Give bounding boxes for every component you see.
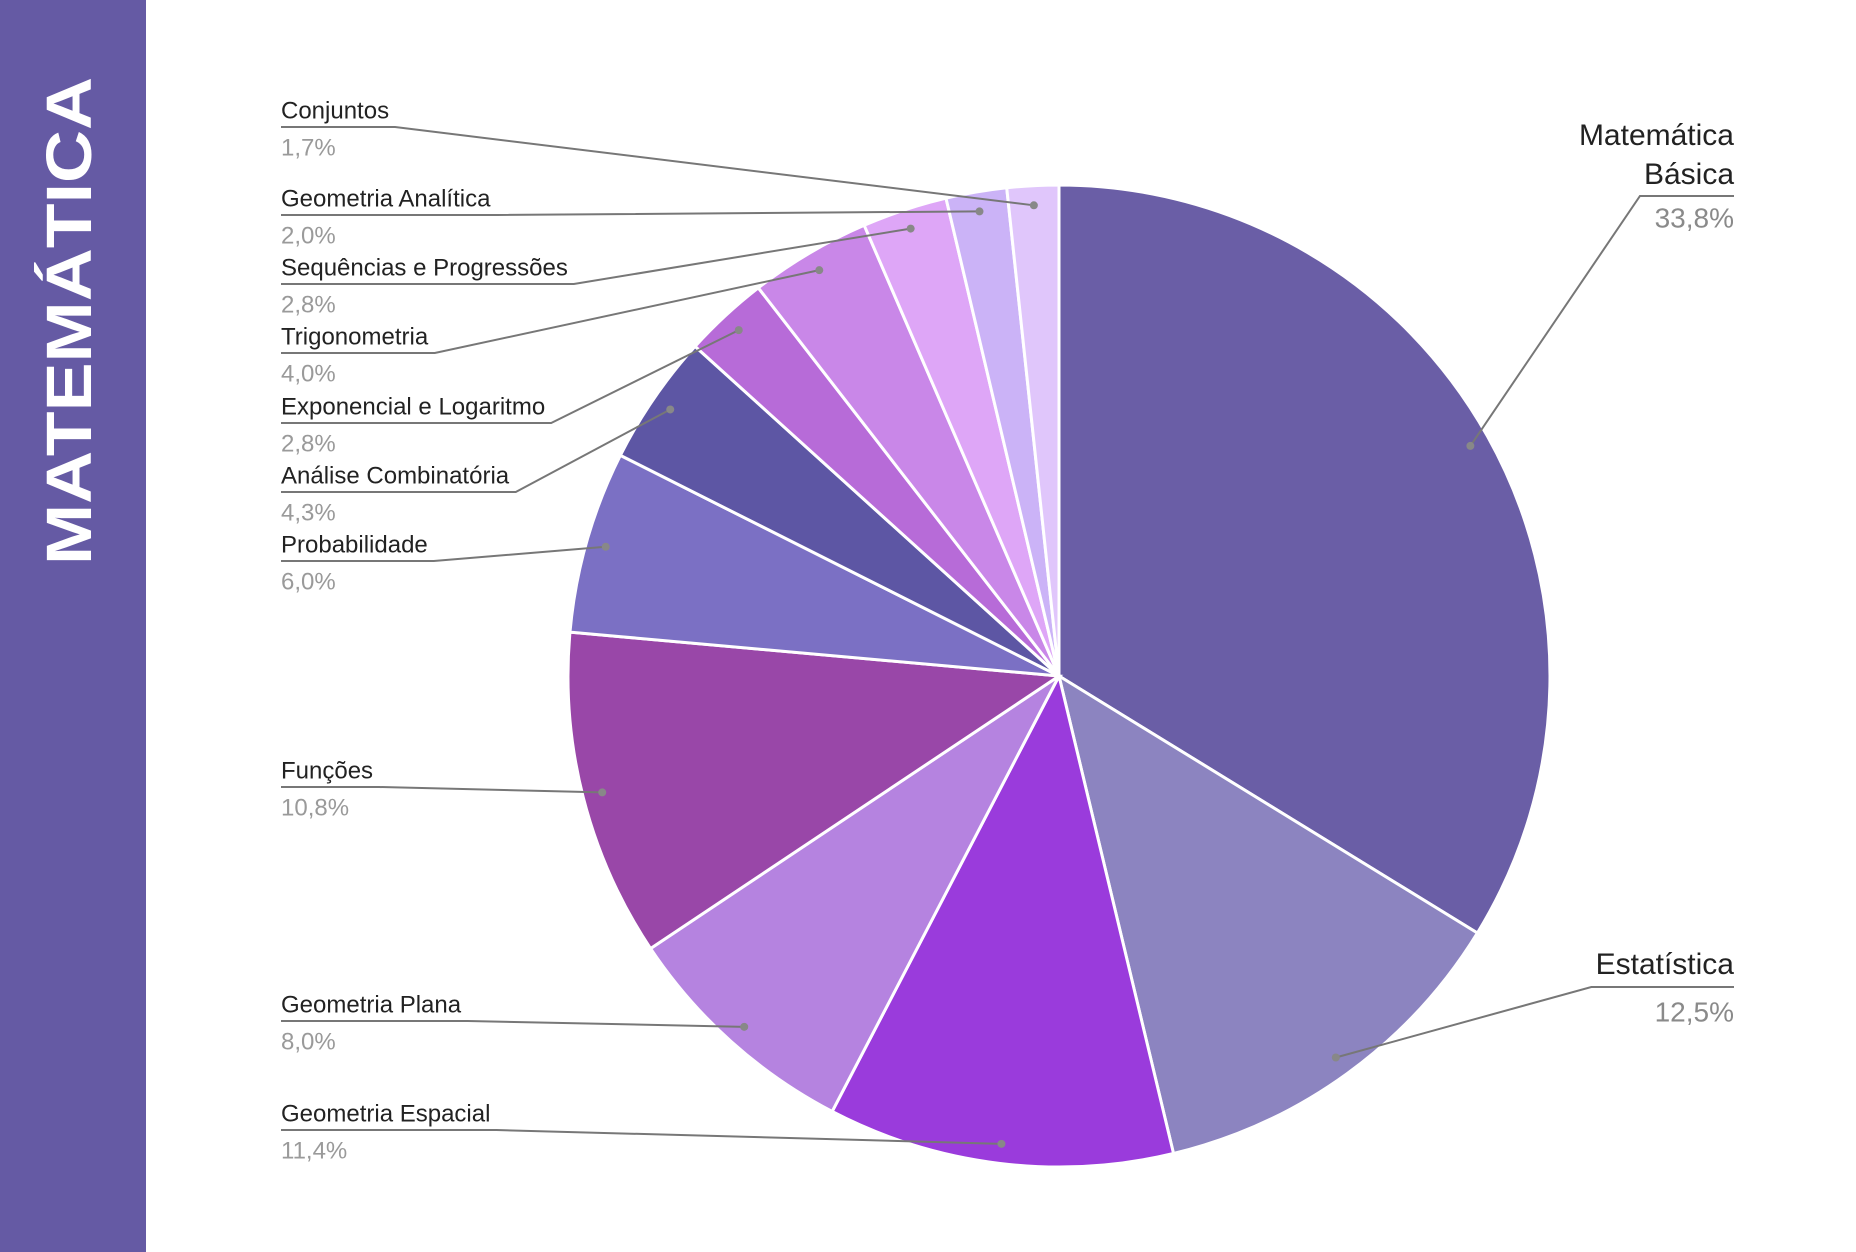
slice-label: Análise Combinatória <box>281 462 510 489</box>
leader-dot <box>975 207 984 216</box>
leader-line <box>281 210 980 216</box>
slice-label: Trigonometria <box>281 323 429 350</box>
pie-slice <box>1005 183 1061 677</box>
leader-line <box>281 786 603 794</box>
slice-value-label: 11,4% <box>281 1137 347 1164</box>
slice-label: Estatística <box>1596 948 1735 981</box>
slice-label: Geometria Espacial <box>281 1100 490 1127</box>
slice-value-label: 8,0% <box>281 1028 336 1055</box>
leader-line <box>281 1020 745 1028</box>
slice-value-label: 2,8% <box>281 430 336 457</box>
slice-label: Probabilidade <box>281 531 428 558</box>
slice-value-label: 1,7% <box>281 134 336 161</box>
pie-slice <box>566 630 1064 951</box>
slice-value-label: 33,8% <box>1655 202 1734 233</box>
sidebar <box>0 0 146 1252</box>
leader-dot <box>598 788 607 797</box>
pie-slice <box>1057 183 1552 936</box>
slice-value-label: 4,3% <box>281 499 336 526</box>
slice-label: Funções <box>281 757 373 784</box>
slice-label: Matemática Básica <box>1579 119 1734 191</box>
slice-label: Conjuntos <box>281 97 389 124</box>
leader-dot <box>734 326 743 335</box>
slice-label: Geometria Plana <box>281 991 462 1018</box>
leader-dot <box>601 542 610 551</box>
leader-dot <box>997 1139 1006 1148</box>
leader-dot <box>815 266 824 275</box>
leader-line <box>281 408 671 493</box>
leader-line <box>281 269 820 354</box>
leader-line <box>281 545 606 562</box>
leader-line <box>1335 986 1734 1059</box>
labels: Matemática Básica 33,8% Estatística 12,5% Geo… <box>281 97 1734 1164</box>
slice-label: Geometria Analítica <box>281 185 491 212</box>
slice-value-label: 6,0% <box>281 568 336 595</box>
slice-value-label: 12,5% <box>1655 996 1734 1027</box>
leader-line <box>281 126 1034 207</box>
pie-slice <box>648 674 1061 1114</box>
slice-value-label: 10,8% <box>281 794 349 821</box>
leader-dot <box>666 405 675 414</box>
leader-dot <box>1466 441 1475 450</box>
leader-line <box>1469 195 1734 447</box>
slice-value-label: 4,0% <box>281 360 336 387</box>
pie-chart <box>566 183 1552 1169</box>
leader-dot <box>1029 201 1038 210</box>
leader-dot <box>740 1022 749 1031</box>
leader-line <box>281 329 740 424</box>
pie-slice <box>830 671 1176 1169</box>
sidebar-title: MATEMÁTICA <box>33 77 105 565</box>
leader-line <box>281 1129 1002 1145</box>
slice-label: Sequências e Progressões <box>281 254 568 281</box>
slice-label: Exponencial e Logaritmo <box>281 393 545 420</box>
pie-slice <box>1056 672 1480 1156</box>
leader-line <box>281 227 911 285</box>
leader-dot <box>1331 1053 1340 1062</box>
leader-dot <box>906 224 915 233</box>
pie-slice <box>568 453 1060 678</box>
slice-value-label: 2,0% <box>281 222 336 249</box>
slice-value-label: 2,8% <box>281 291 336 318</box>
